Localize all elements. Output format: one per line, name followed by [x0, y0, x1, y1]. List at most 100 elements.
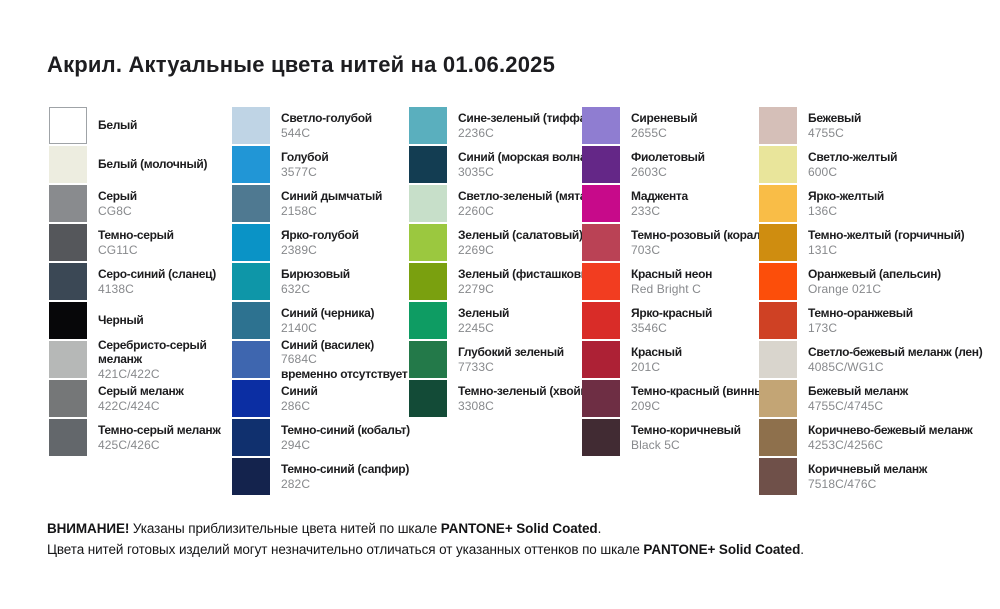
- color-code: 2655C: [631, 125, 667, 140]
- color-swatch: [409, 146, 447, 183]
- color-row: Темно-синий (кобальт) 294C: [232, 419, 410, 456]
- color-code: 7518C/476C: [808, 476, 877, 491]
- color-swatch: [232, 185, 270, 222]
- color-swatch: [582, 380, 620, 417]
- color-swatch: [582, 341, 620, 378]
- color-name: Темно-серый: [98, 228, 174, 243]
- color-label: Темно-коричневый Black 5C: [631, 419, 741, 456]
- color-label: Белый: [98, 107, 137, 144]
- color-label: Черный: [98, 302, 144, 339]
- color-row: Голубой 3577C: [232, 146, 409, 183]
- color-grid: Белый Белый (молочный) Серый CG8C: [49, 107, 989, 497]
- color-name: Белый: [98, 118, 138, 133]
- color-name: Коричнево-бежевый меланж: [808, 423, 973, 438]
- color-row: Темно-розовый (коралл) 703C: [582, 224, 772, 261]
- color-row: Серый CG8C: [49, 185, 232, 222]
- color-row: Фиолетовый 2603C: [582, 146, 759, 183]
- color-swatch: [582, 263, 620, 300]
- color-code: 2260C: [458, 203, 494, 218]
- color-name: Маджента: [631, 189, 688, 204]
- color-swatch: [409, 341, 447, 378]
- color-code: 4138C: [98, 281, 134, 296]
- color-row: Бежевый 4755C: [759, 107, 989, 144]
- color-swatch: [759, 380, 797, 417]
- color-code: 422C/424C: [98, 398, 160, 413]
- color-row: Синий дымчатый 2158C: [232, 185, 409, 222]
- color-code: 703C: [631, 242, 661, 257]
- color-row: Ярко-красный 3546C: [582, 302, 759, 339]
- color-swatch: [582, 185, 620, 222]
- pantone-scale-name: PANTONE+ Solid Coated: [643, 541, 801, 557]
- color-label: Серо-синий (сланец) 4138C: [98, 263, 216, 300]
- color-code: 2389C: [281, 242, 317, 257]
- color-swatch: [759, 185, 797, 222]
- color-code: 286C: [281, 398, 311, 413]
- color-label: Синий дымчатый 2158C: [281, 185, 382, 222]
- color-code: 4755C/4745C: [808, 398, 884, 413]
- color-swatch: [49, 380, 87, 417]
- color-code: 136C: [808, 203, 838, 218]
- color-code: 233C: [631, 203, 661, 218]
- color-code: 544C: [281, 125, 311, 140]
- color-swatch: [232, 419, 270, 456]
- color-label: Серебристо-серый меланж 421C/422C: [98, 338, 207, 381]
- color-swatch: [49, 302, 87, 339]
- color-label: Ярко-красный 3546C: [631, 302, 712, 339]
- color-row: Черный: [49, 302, 232, 339]
- color-row: Темно-коричневый Black 5C: [582, 419, 759, 456]
- color-swatch: [759, 224, 797, 261]
- color-name: Синий: [281, 384, 318, 399]
- color-name: Сиреневый: [631, 111, 698, 126]
- color-label: Синий (черника) 2140C: [281, 302, 374, 339]
- color-row: Светло-бежевый меланж (лен) 4085C/WG1C: [759, 341, 989, 378]
- color-swatch: [232, 263, 270, 300]
- color-name: Светло-голубой: [281, 111, 372, 126]
- color-name: Ярко-голубой: [281, 228, 359, 243]
- color-name: Темно-розовый (коралл): [631, 228, 772, 243]
- color-label: Ярко-голубой 2389C: [281, 224, 359, 261]
- color-code: Red Bright C: [631, 281, 701, 296]
- color-name: Темно-синий (сапфир): [281, 462, 410, 477]
- color-swatch: [409, 263, 447, 300]
- color-swatch: [759, 302, 797, 339]
- color-swatch: [409, 185, 447, 222]
- attention-label: ВНИМАНИЕ!: [47, 521, 130, 536]
- color-label: Оранжевый (апельсин) Orange 021C: [808, 263, 941, 300]
- color-name: Глубокий зеленый: [458, 345, 564, 360]
- color-code: 173C: [808, 320, 838, 335]
- color-label: Светло-бежевый меланж (лен) 4085C/WG1C: [808, 341, 983, 378]
- color-name: Серебристо-серый меланж: [98, 338, 207, 367]
- color-swatch: [759, 419, 797, 456]
- color-row: Синий 286C: [232, 380, 409, 417]
- color-row: Темно-серый меланж 425C/426C: [49, 419, 232, 456]
- color-code: 421C/422C: [98, 366, 160, 381]
- color-swatch: [49, 419, 87, 456]
- color-label: Зеленый 2245C: [458, 302, 509, 339]
- color-name: Оранжевый (апельсин): [808, 267, 941, 282]
- color-label: Светло-голубой 544C: [281, 107, 372, 144]
- color-swatch: [409, 302, 447, 339]
- color-code: CG8C: [98, 203, 132, 218]
- color-code: 3308C: [458, 398, 494, 413]
- color-code: 201C: [631, 359, 661, 374]
- color-row: Темно-красный (винный) 209C: [582, 380, 775, 417]
- color-row: Коричнево-бежевый меланж 4253C/4256C: [759, 419, 989, 456]
- color-label: Зеленый (фисташковый) 2279C: [458, 263, 602, 300]
- color-code: 2269C: [458, 242, 494, 257]
- color-row: Синий (морская волна) 3035C: [409, 146, 590, 183]
- color-row: Красный 201C: [582, 341, 759, 378]
- color-swatch: [232, 224, 270, 261]
- color-row: Сине-зеленый (тиффани) 2236C: [409, 107, 604, 144]
- color-swatch: [232, 107, 270, 144]
- color-label: Темно-желтый (горчичный) 131C: [808, 224, 965, 261]
- color-label: Синий (морская волна) 3035C: [458, 146, 590, 183]
- color-swatch: [49, 185, 87, 222]
- color-code: 2245C: [458, 320, 494, 335]
- color-name: Зеленый: [458, 306, 510, 321]
- color-label: Коричневый меланж 7518C/476C: [808, 458, 927, 495]
- color-row: Темно-зеленый (хвойный) 3308C: [409, 380, 608, 417]
- color-swatch: [759, 107, 797, 144]
- color-name: Бежевый: [808, 111, 862, 126]
- color-label: Красный неон Red Bright C: [631, 263, 712, 300]
- color-swatch: [759, 263, 797, 300]
